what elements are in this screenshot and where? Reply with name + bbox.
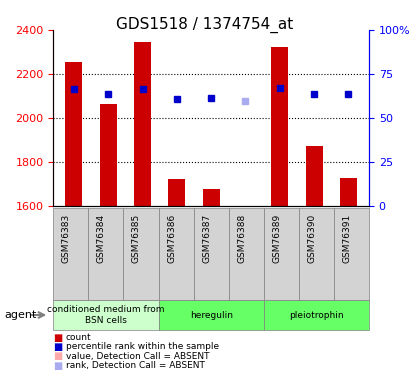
Text: GSM76390: GSM76390 bbox=[307, 214, 316, 263]
Bar bbox=[339, 178, 356, 206]
Bar bbox=[99, 104, 117, 206]
Text: count: count bbox=[65, 333, 91, 342]
Text: heregulin: heregulin bbox=[189, 310, 232, 320]
Text: conditioned medium from
BSN cells: conditioned medium from BSN cells bbox=[47, 305, 164, 325]
Text: GSM76386: GSM76386 bbox=[166, 214, 175, 263]
Text: ■: ■ bbox=[53, 333, 63, 342]
Bar bbox=[134, 42, 151, 206]
Text: GSM76388: GSM76388 bbox=[237, 214, 246, 263]
Text: value, Detection Call = ABSENT: value, Detection Call = ABSENT bbox=[65, 352, 209, 361]
Text: GSM76383: GSM76383 bbox=[62, 214, 71, 263]
Bar bbox=[305, 146, 322, 206]
Bar bbox=[65, 62, 82, 206]
Text: agent: agent bbox=[4, 310, 36, 320]
Text: GSM76387: GSM76387 bbox=[202, 214, 211, 263]
Text: GSM76385: GSM76385 bbox=[132, 214, 141, 263]
Text: rank, Detection Call = ABSENT: rank, Detection Call = ABSENT bbox=[65, 361, 204, 370]
Bar bbox=[202, 189, 219, 206]
Text: ■: ■ bbox=[53, 361, 63, 370]
Text: GDS1518 / 1374754_at: GDS1518 / 1374754_at bbox=[116, 17, 293, 33]
Text: GSM76391: GSM76391 bbox=[342, 214, 351, 263]
Text: GSM76384: GSM76384 bbox=[97, 214, 106, 263]
Text: percentile rank within the sample: percentile rank within the sample bbox=[65, 342, 218, 351]
Bar bbox=[270, 46, 288, 206]
Text: ■: ■ bbox=[53, 342, 63, 352]
Bar bbox=[168, 179, 185, 206]
Text: pleiotrophin: pleiotrophin bbox=[288, 310, 343, 320]
Text: GSM76389: GSM76389 bbox=[272, 214, 281, 263]
Text: ■: ■ bbox=[53, 351, 63, 361]
